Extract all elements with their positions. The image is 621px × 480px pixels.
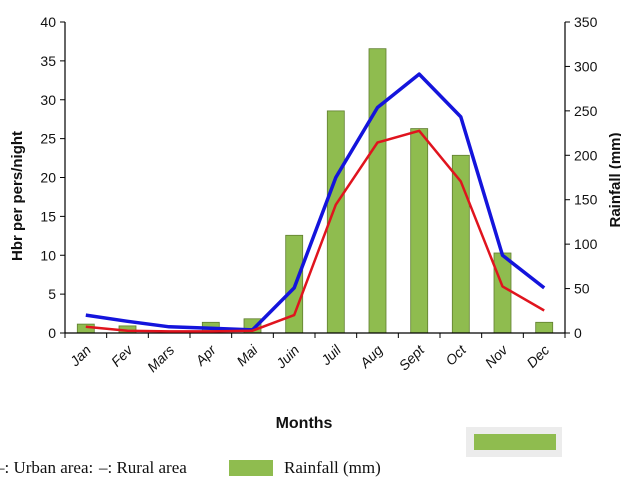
- x-tick-label-Aug: Aug: [356, 342, 386, 372]
- legend: –: Urban area: –: Rural area Rainfall (m…: [0, 458, 381, 477]
- y-tick-right-label: 100: [574, 236, 598, 252]
- y-axis-title-left: Hbr per pers/night: [9, 131, 26, 261]
- x-tick-label-Juil: Juil: [317, 341, 345, 369]
- y-tick-left-label: 20: [40, 170, 56, 186]
- series-line-urban-area: [85, 72, 546, 332]
- y-tick-left-label: 25: [40, 131, 56, 147]
- series-line-rural-area: [85, 129, 545, 333]
- y-tick-left-label: 30: [40, 92, 56, 108]
- plot-area: 0 5 10 15 20 25 30 35 40 0 50 100 150 200 250 300 350 Jan…: [40, 14, 597, 375]
- y-tick-right-label: 0: [574, 325, 582, 341]
- rainfall-bar-Dec: [535, 321, 554, 334]
- rainfall-bar-Aug: [368, 48, 387, 334]
- rainfall-bar-Nov: [493, 252, 512, 334]
- y-tick-left-label: 40: [40, 14, 56, 30]
- x-tick-label-Sept: Sept: [396, 341, 428, 373]
- legend-swatch-fill: [474, 434, 556, 450]
- y-tick-left-label: 10: [40, 247, 56, 263]
- y-tick-right-label: 250: [574, 103, 598, 119]
- y-tick-left-label: 35: [40, 53, 56, 69]
- x-tick-label-Mars: Mars: [144, 342, 177, 375]
- rainfall-bar-Sept: [410, 128, 429, 334]
- x-tick-label-Juin: Juin: [272, 342, 302, 372]
- y-tick-right-label: 350: [574, 14, 598, 30]
- y-tick-left-label: 15: [40, 208, 56, 224]
- y-tick-left-label: 0: [48, 325, 56, 341]
- legend-urban-label: –: Urban area:: [0, 458, 93, 477]
- x-axis-title: Months: [276, 415, 333, 432]
- legend-rainfall-label: Rainfall (mm): [284, 458, 381, 477]
- y-tick-right-label: 150: [574, 192, 598, 208]
- legend-rainfall-swatch: [229, 460, 273, 476]
- y-tick-right-label: 200: [574, 147, 598, 163]
- x-tick-label-Nov: Nov: [482, 341, 512, 371]
- x-tick-label-Oct: Oct: [442, 341, 469, 368]
- x-tick-label-Fev: Fev: [108, 341, 137, 370]
- x-tick-label-Dec: Dec: [523, 342, 552, 371]
- y-tick-right-label: 50: [574, 281, 590, 297]
- x-tick-label-Jan: Jan: [66, 342, 94, 370]
- legend-rural-label: –: Rural area: [98, 458, 187, 477]
- y-axis-title-right: Rainfall (mm): [607, 132, 621, 227]
- x-tick-label-Apr: Apr: [192, 341, 220, 369]
- y-tick-left-label: 5: [48, 286, 56, 302]
- x-tick-label-Mai: Mai: [233, 341, 261, 369]
- y-tick-right-label: 300: [574, 58, 598, 74]
